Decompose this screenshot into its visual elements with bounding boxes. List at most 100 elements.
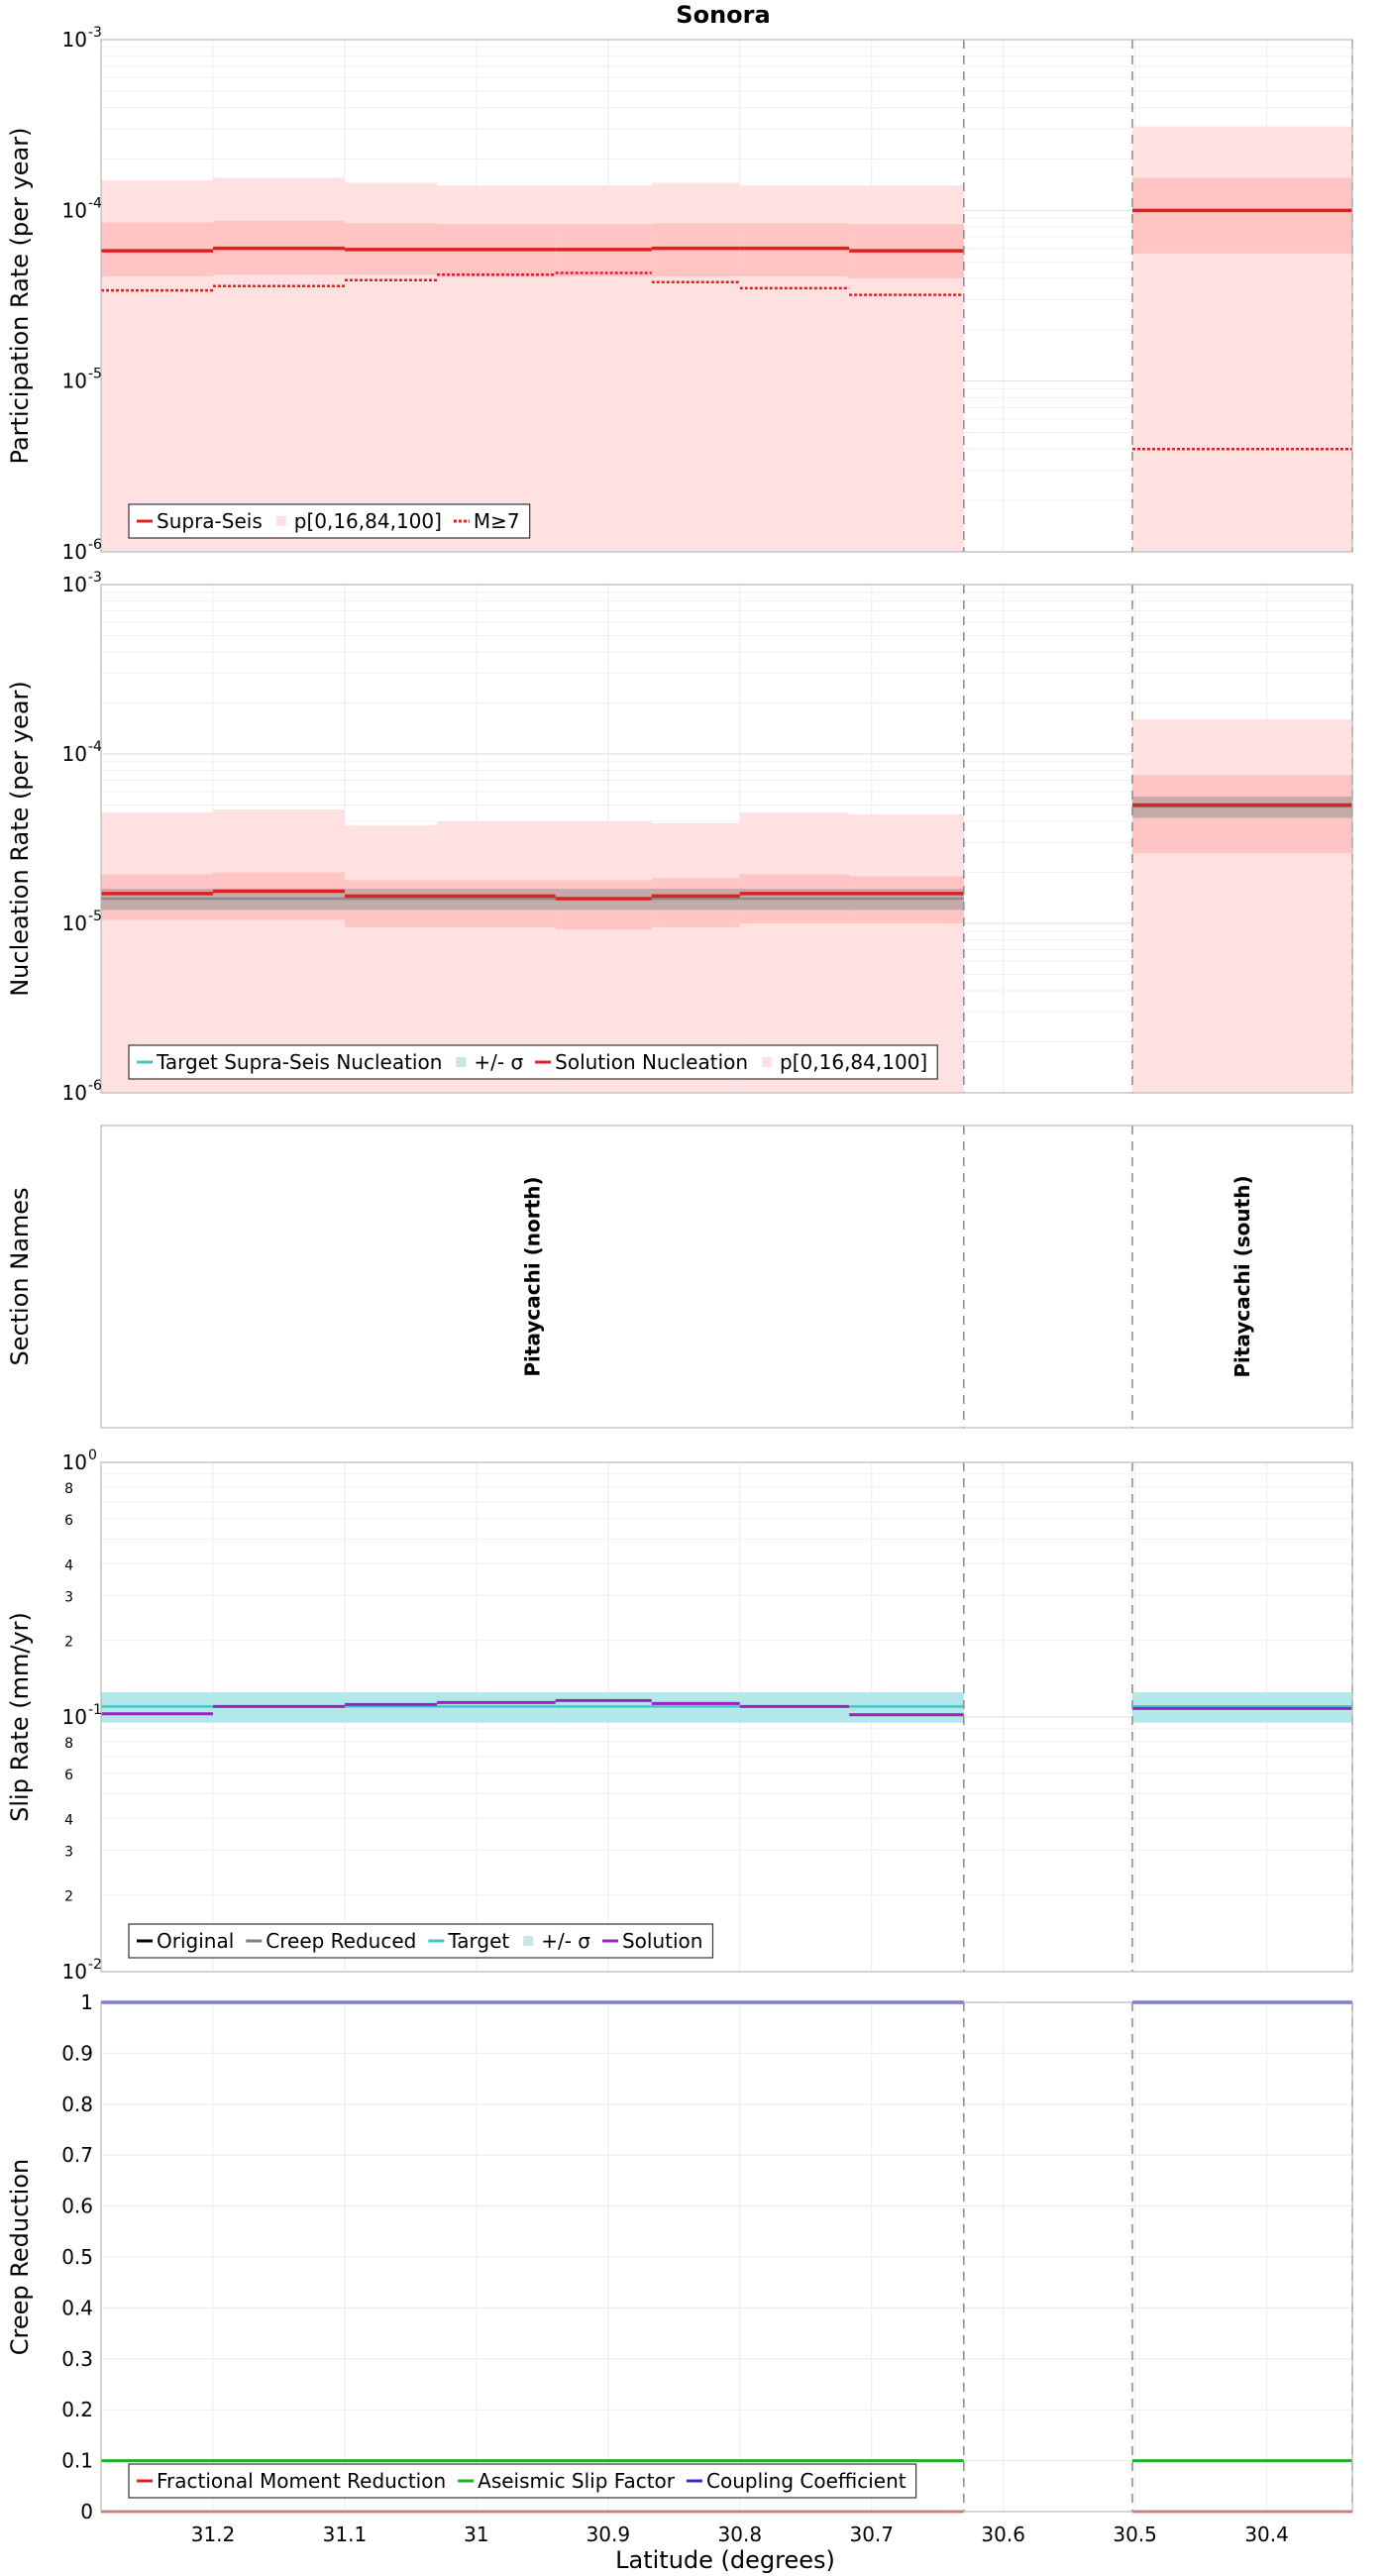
legend-swatch: [523, 1936, 534, 1946]
section-names-panel: Section Names Pitaycachi (north) Pitaycach…: [6, 1125, 1353, 1429]
legend-item: Target: [428, 1929, 509, 1953]
y-tick-label-base: 10: [62, 1450, 87, 1474]
legend-item: Supra-Seis: [137, 509, 263, 533]
x-axis-label: Latitude (degrees): [615, 2546, 835, 2574]
y-tick-label: 0.1: [61, 2449, 93, 2473]
legend-label: +/- σ: [474, 1050, 523, 1074]
legend-label: Supra-Seis: [157, 509, 263, 533]
y-tick-label-exp: -3: [88, 570, 102, 586]
legend-item: Solution Nucleation: [535, 1050, 748, 1074]
y-tick-label-exp: -2: [88, 1957, 102, 1973]
y-tick-label-base: 10: [62, 198, 87, 222]
x-tick-label: 30.8: [718, 2522, 763, 2546]
legend-swatch: [456, 1057, 467, 1067]
x-tick-label: 30.5: [1113, 2522, 1157, 2546]
legend-item: Original: [137, 1929, 234, 1953]
y-tick-label-exp: -6: [88, 537, 102, 553]
y-tick-label-exp: -4: [88, 195, 102, 211]
y-tick-label-exp: 0: [88, 1448, 97, 1463]
y-tick-label: 0.4: [61, 2296, 93, 2319]
legend-label: Aseismic Slip Factor: [478, 2469, 676, 2493]
legend-label: +/- σ: [541, 1929, 590, 1953]
x-tick-label: 30.4: [1244, 2522, 1289, 2546]
participation-p16-p84-band: [1131, 177, 1352, 254]
y-tick-label-exp: -4: [88, 739, 102, 755]
y-tick-label-base: 10: [62, 1081, 87, 1105]
y-tick-label-base: 10: [62, 912, 87, 935]
y-tick-label-base: 10: [62, 742, 87, 766]
legend-item: M≥7: [453, 509, 520, 533]
y-minor-tick-label: 3: [64, 1844, 73, 1860]
y-tick-label-exp: -5: [88, 909, 102, 924]
legend-label: Original: [157, 1929, 234, 1953]
legend-label: Target Supra-Seis Nucleation: [156, 1050, 442, 1074]
legend-item: Coupling Coefficient: [687, 2469, 907, 2493]
y-tick-label: 0.8: [61, 2093, 93, 2116]
plot-frame: [100, 1125, 1353, 1429]
legend-item: Aseismic Slip Factor: [458, 2469, 676, 2493]
legend-label: Creep Reduced: [266, 1929, 416, 1953]
legend-label: Target: [447, 1929, 509, 1953]
x-tick-label: 30.7: [849, 2522, 894, 2546]
y-minor-tick-label: 6: [64, 1768, 73, 1783]
y-minor-tick-label: 2: [64, 1635, 73, 1651]
legend-item: p[0,16,84,100]: [275, 509, 442, 533]
y-minor-tick-label: 8: [64, 1481, 73, 1497]
legend: Fractional Moment Reduction Aseismic Slip…: [128, 2463, 917, 2499]
y-axis-label: Slip Rate (mm/yr): [6, 1612, 34, 1822]
y-minor-tick-label: 3: [64, 1589, 73, 1605]
legend-label: p[0,16,84,100]: [294, 509, 442, 533]
legend: Original Creep Reduced Target +/- σ Solution: [128, 1923, 714, 1959]
figure-title: Sonora: [676, 1, 770, 29]
y-tick-label: 0.2: [61, 2398, 93, 2421]
y-tick-label-base: 10: [62, 370, 87, 393]
legend-label: Solution: [622, 1929, 702, 1953]
legend-item: p[0,16,84,100]: [762, 1050, 927, 1074]
section-name-label: Pitaycachi (south): [1230, 1175, 1254, 1377]
legend-item: Solution: [601, 1929, 702, 1953]
y-tick-label-base: 10: [62, 540, 87, 564]
legend-item: +/- σ: [523, 1929, 590, 1953]
x-tick-label: 30.6: [981, 2522, 1025, 2546]
legend-label: Fractional Moment Reduction: [157, 2469, 446, 2493]
x-tick-label: 31.1: [323, 2522, 368, 2546]
legend-item: Fractional Moment Reduction: [137, 2469, 446, 2493]
plot-frame: [100, 2001, 1353, 2513]
legend-box: [128, 2463, 917, 2499]
y-axis-label: Section Names: [6, 1187, 34, 1365]
y-axis-label: Creep Reduction: [6, 2159, 34, 2355]
plot-frame: [100, 1461, 1353, 1973]
legend-box: [128, 503, 531, 539]
y-tick-label: 0.7: [61, 2143, 93, 2167]
y-axis-label: Nucleation Rate (per year): [6, 681, 34, 997]
y-tick-label-exp: -3: [88, 25, 102, 41]
y-tick-label-base: 10: [62, 1705, 87, 1729]
legend-label: Solution Nucleation: [555, 1050, 748, 1074]
legend: Target Supra-Seis Nucleation +/- σ Solutio…: [128, 1044, 938, 1080]
section-name-label: Pitaycachi (north): [520, 1176, 544, 1376]
y-minor-tick-label: 4: [64, 1557, 73, 1573]
y-axis-label: Participation Rate (per year): [6, 128, 34, 465]
legend-label: p[0,16,84,100]: [780, 1050, 927, 1074]
legend-item: +/- σ: [456, 1050, 523, 1074]
y-minor-tick-label: 6: [64, 1513, 73, 1529]
plot-frame: [100, 39, 1353, 553]
x-tick-label: 31.2: [191, 2522, 236, 2546]
y-tick-label-base: 10: [62, 1960, 87, 1984]
legend: Supra-Seis p[0,16,84,100] M≥7: [128, 503, 531, 539]
y-tick-label: 0.9: [61, 2041, 93, 2065]
y-minor-tick-label: 4: [64, 1812, 73, 1828]
legend-item: Creep Reduced: [246, 1929, 416, 1953]
legend-label: Coupling Coefficient: [706, 2469, 907, 2493]
y-tick-label-exp: -1: [88, 1702, 102, 1718]
legend-swatch: [762, 1057, 773, 1067]
y-tick-label-base: 10: [62, 28, 87, 52]
y-tick-label: 0: [80, 2500, 93, 2523]
y-tick-label: 0.6: [61, 2195, 93, 2218]
y-tick-label-exp: -5: [88, 367, 102, 382]
y-minor-tick-label: 8: [64, 1736, 73, 1752]
plot-frame: [100, 584, 1353, 1094]
